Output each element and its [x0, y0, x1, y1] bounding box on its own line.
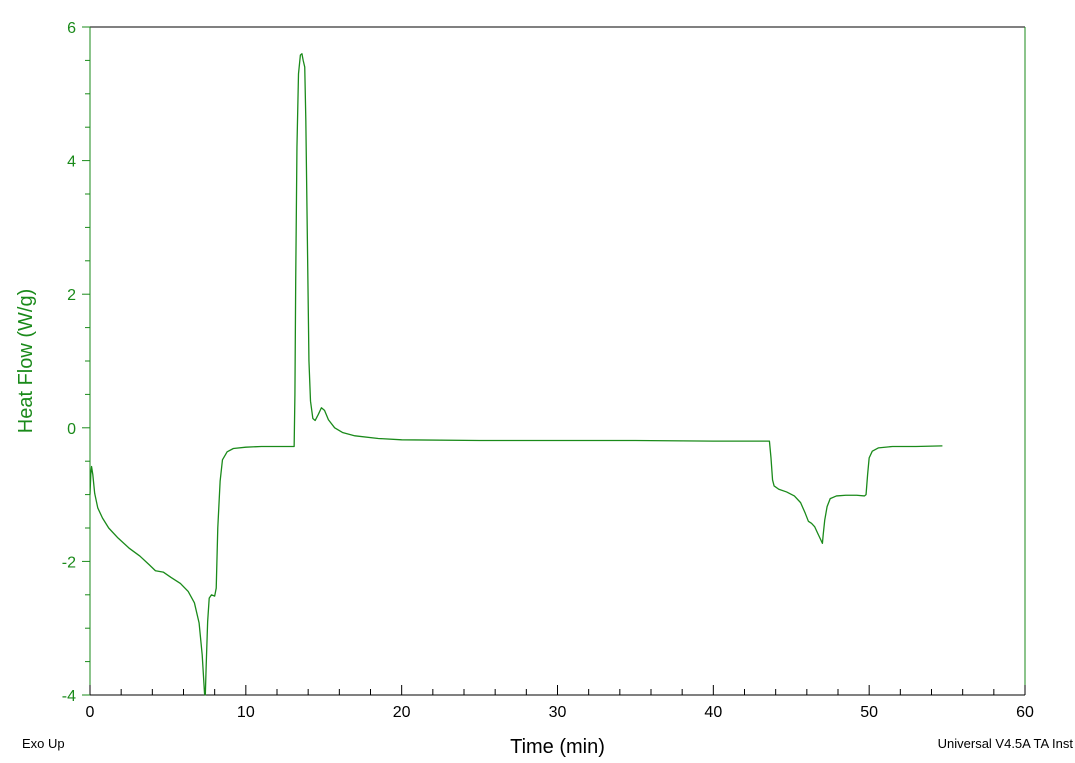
y-tick-label: 4: [67, 154, 76, 171]
x-tick-label: 20: [393, 704, 411, 721]
x-tick-label: 30: [549, 704, 567, 721]
plot-frame: [89, 26, 1026, 696]
tick-labels: 0 10 20 30 40 50 60 -4 -2 0 2 4 6: [62, 20, 1034, 721]
x-tick-label: 40: [704, 704, 722, 721]
y-tick-label: -2: [62, 554, 76, 571]
series-layer: [89, 53, 943, 696]
x-tick-label: 0: [86, 704, 95, 721]
x-tick-label: 60: [1016, 704, 1034, 721]
x-tick-label: 10: [237, 704, 255, 721]
y-tick-label: 2: [67, 287, 76, 304]
software-version-label: Universal V4.5A TA Inst: [937, 736, 1073, 751]
y-tick-label: 0: [67, 421, 76, 438]
y-tick-label: 6: [67, 20, 76, 37]
y-axis-title: Heat Flow (W/g): [15, 289, 37, 433]
x-axis-title: Time (min): [510, 736, 605, 758]
axis-ticks: [82, 26, 1026, 696]
y-tick-label: -4: [62, 688, 76, 705]
x-tick-label: 50: [860, 704, 878, 721]
exo-up-label: Exo Up: [22, 736, 65, 751]
series-line-1: [89, 53, 943, 696]
